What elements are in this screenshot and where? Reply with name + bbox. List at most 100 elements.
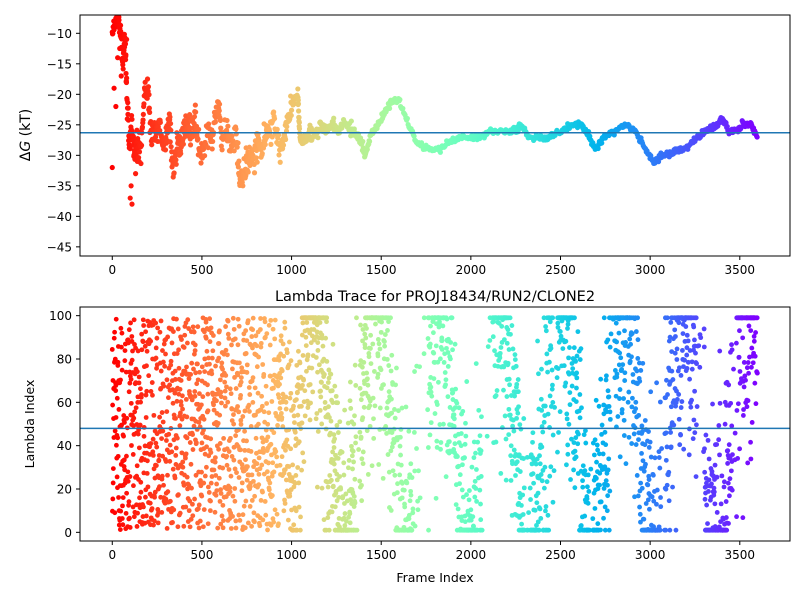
lambda-point [271,469,277,475]
lambda-point [129,443,134,448]
lambda-point [721,484,727,490]
lambda-point [676,392,682,397]
lambda-point [191,329,197,335]
lambda-point [620,362,626,368]
lambda-point [111,335,117,341]
lambda-y-axis-label: Lambda Index [22,380,37,469]
lambda-point [643,461,648,467]
lambda-point [693,474,699,479]
lambda-point [152,489,158,495]
lambda-point [430,319,436,324]
x-tick-label: 1000 [276,263,307,277]
lambda-point [112,428,118,434]
lambda-point [428,389,434,395]
lambda-point [128,376,134,382]
lambda-point [320,343,326,349]
lambda-point [208,498,213,504]
y-tick-label: 40 [57,439,72,453]
lambda-point [174,398,180,404]
lambda-point [746,323,752,329]
x-tick-label: 3000 [635,548,666,562]
lambda-point [318,394,324,400]
lambda-point [705,437,711,443]
dg-point [360,138,366,145]
lambda-point [126,499,132,505]
dg-point [118,28,124,35]
lambda-point [654,380,660,386]
x-tick-label: 2500 [545,263,576,277]
lambda-point [597,451,602,457]
lambda-point [709,481,714,487]
lambda-point [163,459,169,464]
lambda-point [547,393,553,399]
lambda-point [573,454,579,460]
lambda-point [265,421,271,427]
lambda-point [196,525,202,531]
lambda-point [317,320,323,325]
lambda-point [647,439,653,445]
lambda-point [548,345,554,351]
lambda-point [187,440,193,445]
lambda-point [324,319,329,325]
lambda-point [689,397,694,403]
lambda-point [264,401,270,406]
lambda-point [645,497,651,503]
lambda-point [326,367,332,373]
lambda-point [199,440,205,446]
lambda-point [204,444,209,450]
lambda-point [741,407,746,412]
lambda-point [301,459,307,465]
x-tick-label: 2500 [545,548,576,562]
lambda-point [223,347,229,353]
lambda-point [282,501,288,506]
lambda-point [262,499,268,504]
lambda-point [629,354,634,360]
lambda-point [678,373,684,378]
lambda-point [389,352,395,358]
lambda-point [506,406,512,412]
lambda-point [428,420,434,426]
lambda-point [427,432,433,438]
lambda-point [526,510,531,516]
x-tick-label: 1500 [366,548,397,562]
lambda-point [236,475,242,480]
lambda-point [127,525,133,530]
lambda-point [397,472,403,478]
lambda-point [579,405,584,411]
lambda-point [275,423,280,428]
lambda-point [151,412,157,418]
lambda-point [403,404,409,410]
lambda-point [475,439,481,445]
lambda-point [266,460,271,466]
dg-point [145,84,152,90]
lambda-point [181,345,187,350]
lambda-point [261,372,267,377]
lambda-point [440,323,446,329]
lambda-point [203,335,209,341]
lambda-point [136,374,142,380]
lambda-point [135,431,141,437]
lambda-point [337,419,343,425]
lambda-point [325,515,331,521]
dg-point [144,76,151,82]
lambda-point [351,459,356,465]
lambda-point [445,394,451,400]
lambda-point [249,498,255,503]
lambda-point [347,520,353,526]
lambda-point [346,514,351,520]
lambda-point [619,366,625,372]
lambda-point [606,456,612,462]
lambda-point [602,504,608,510]
lambda-point [601,515,606,521]
dg-point [437,149,443,155]
lambda-point [222,388,228,394]
lambda-point [341,472,347,478]
lambda-point [664,315,670,321]
lambda-point [645,482,651,488]
lambda-point [119,344,124,350]
lambda-point [176,347,182,353]
lambda-point [711,489,717,495]
lambda-point [126,502,131,508]
lambda-point [335,430,341,435]
